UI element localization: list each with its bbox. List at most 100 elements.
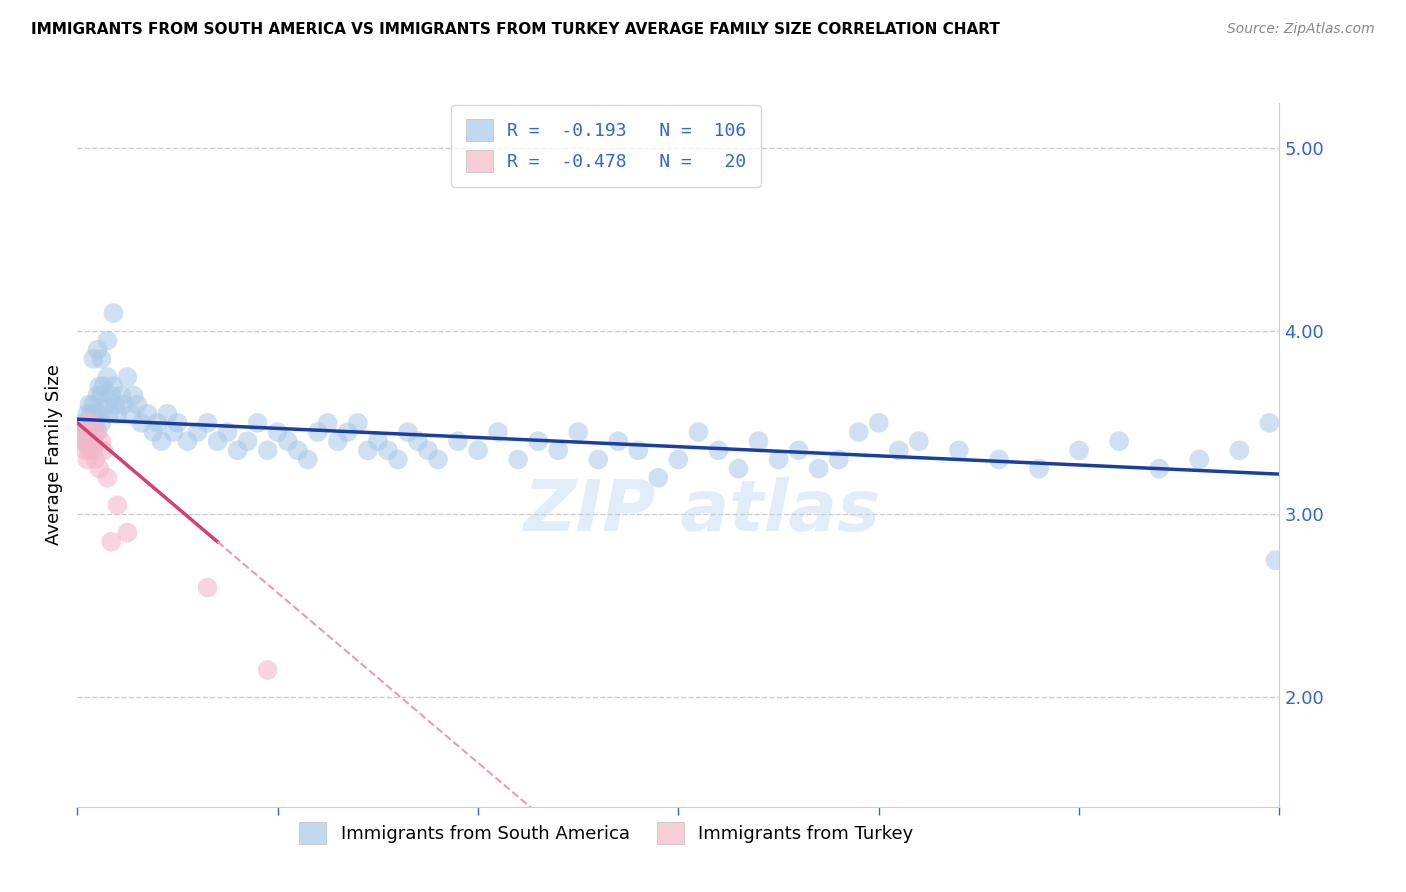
Point (96, 471, 118, 485)
Point (70, 434, 93, 449)
Point (89, 407, 111, 421)
Point (98, 407, 121, 421)
Point (1108, 434, 1130, 449)
Point (387, 452, 409, 467)
Point (72, 425, 94, 439)
Point (908, 434, 931, 449)
Point (84, 407, 107, 421)
Point (277, 434, 299, 449)
Point (80, 416, 103, 430)
Point (1258, 416, 1281, 430)
Point (76, 416, 98, 430)
Point (94, 398, 117, 412)
Point (607, 434, 630, 449)
Point (122, 388, 145, 402)
Point (89, 461, 111, 475)
Point (197, 581, 219, 595)
Point (89, 379, 111, 393)
Point (486, 425, 509, 439)
Point (127, 398, 149, 412)
Point (75, 434, 97, 449)
Point (90, 434, 112, 449)
Point (207, 434, 229, 449)
Point (100, 534, 122, 549)
Point (217, 425, 239, 439)
Point (427, 452, 450, 467)
Point (76, 407, 98, 421)
Point (110, 388, 132, 402)
Point (96, 370, 118, 384)
Point (727, 461, 749, 475)
Point (107, 407, 129, 421)
Point (256, 663, 278, 677)
Point (117, 525, 139, 540)
Point (82, 434, 104, 449)
Legend: Immigrants from South America, Immigrants from Turkey: Immigrants from South America, Immigrant… (292, 814, 921, 851)
Point (447, 434, 470, 449)
Point (72, 416, 94, 430)
Point (267, 425, 290, 439)
Point (112, 398, 135, 412)
Point (1229, 443, 1251, 458)
Point (1069, 443, 1091, 458)
Point (287, 443, 309, 458)
Point (1028, 461, 1050, 475)
Point (647, 471, 669, 485)
Point (176, 434, 198, 449)
Point (107, 498, 129, 512)
Point (948, 443, 970, 458)
Point (90, 416, 112, 430)
Point (186, 425, 209, 439)
Point (627, 443, 650, 458)
Point (768, 452, 790, 467)
Text: Source: ZipAtlas.com: Source: ZipAtlas.com (1227, 22, 1375, 37)
Point (82, 398, 104, 412)
Point (146, 416, 169, 430)
Point (396, 425, 419, 439)
Point (79, 425, 101, 439)
Point (136, 407, 159, 421)
Point (90, 388, 112, 402)
Point (76, 452, 98, 467)
Text: IMMIGRANTS FROM SOUTH AMERICA VS IMMIGRANTS FROM TURKEY AVERAGE FAMILY SIZE CORR: IMMIGRANTS FROM SOUTH AMERICA VS IMMIGRA… (31, 22, 1000, 37)
Point (467, 443, 489, 458)
Point (748, 434, 770, 449)
Point (828, 452, 851, 467)
Point (131, 416, 153, 430)
Point (416, 443, 439, 458)
Point (316, 416, 339, 430)
Point (688, 425, 710, 439)
Point (79, 443, 101, 458)
Point (567, 425, 589, 439)
Point (104, 398, 127, 412)
Point (103, 306, 125, 320)
Point (93, 379, 115, 393)
Point (82, 351, 104, 366)
Point (406, 434, 429, 449)
Point (1188, 452, 1211, 467)
Point (70, 425, 93, 439)
Point (807, 461, 830, 475)
Point (236, 434, 259, 449)
Point (156, 407, 179, 421)
Point (166, 416, 188, 430)
Point (508, 452, 530, 467)
Point (588, 452, 610, 467)
Point (256, 443, 278, 458)
Point (868, 416, 890, 430)
Point (86, 425, 108, 439)
Point (848, 425, 870, 439)
Point (79, 398, 101, 412)
Point (120, 407, 142, 421)
Point (75, 443, 97, 458)
Point (668, 452, 690, 467)
Point (80, 416, 103, 430)
Point (377, 443, 399, 458)
Point (76, 425, 98, 439)
Point (307, 425, 329, 439)
Point (988, 452, 1011, 467)
Point (86, 388, 108, 402)
Y-axis label: Average Family Size: Average Family Size (45, 365, 63, 545)
Point (103, 379, 125, 393)
Point (82, 443, 104, 458)
